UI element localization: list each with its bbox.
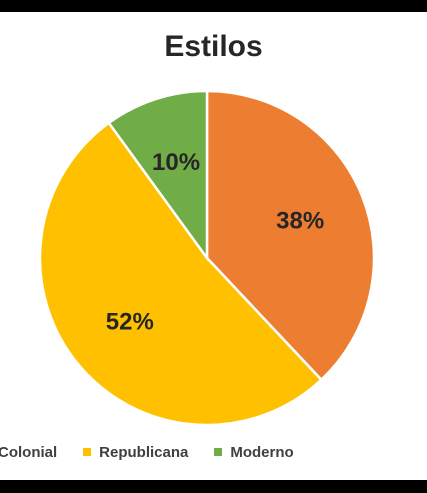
pie-slice-colonial xyxy=(205,89,376,382)
pie-slice-moderno xyxy=(107,89,209,262)
chart-title: Estilos xyxy=(164,30,263,63)
chart-legend: Colonial Republicana Moderno xyxy=(0,444,320,461)
data-label-republicana: 52% xyxy=(106,308,154,335)
legend-item-colonial: Colonial xyxy=(0,444,57,461)
legend-swatch xyxy=(83,448,92,457)
legend-label: Republicana xyxy=(99,444,189,461)
legend-label: Moderno xyxy=(230,444,294,461)
data-label-colonial: 38% xyxy=(276,208,324,235)
data-label-moderno: 10% xyxy=(152,149,200,176)
legend-item-moderno: Moderno xyxy=(214,444,294,461)
legend-swatch xyxy=(214,448,223,457)
legend-label: Colonial xyxy=(0,444,58,461)
legend-item-republicana: Republicana xyxy=(83,444,188,461)
pie-chart: 38% 52% 10% xyxy=(38,89,376,427)
pie-slice-republicana xyxy=(38,121,324,427)
chart-frame: Estilos 38% 52% 10% Colonial Republicana Mod… xyxy=(0,12,427,480)
